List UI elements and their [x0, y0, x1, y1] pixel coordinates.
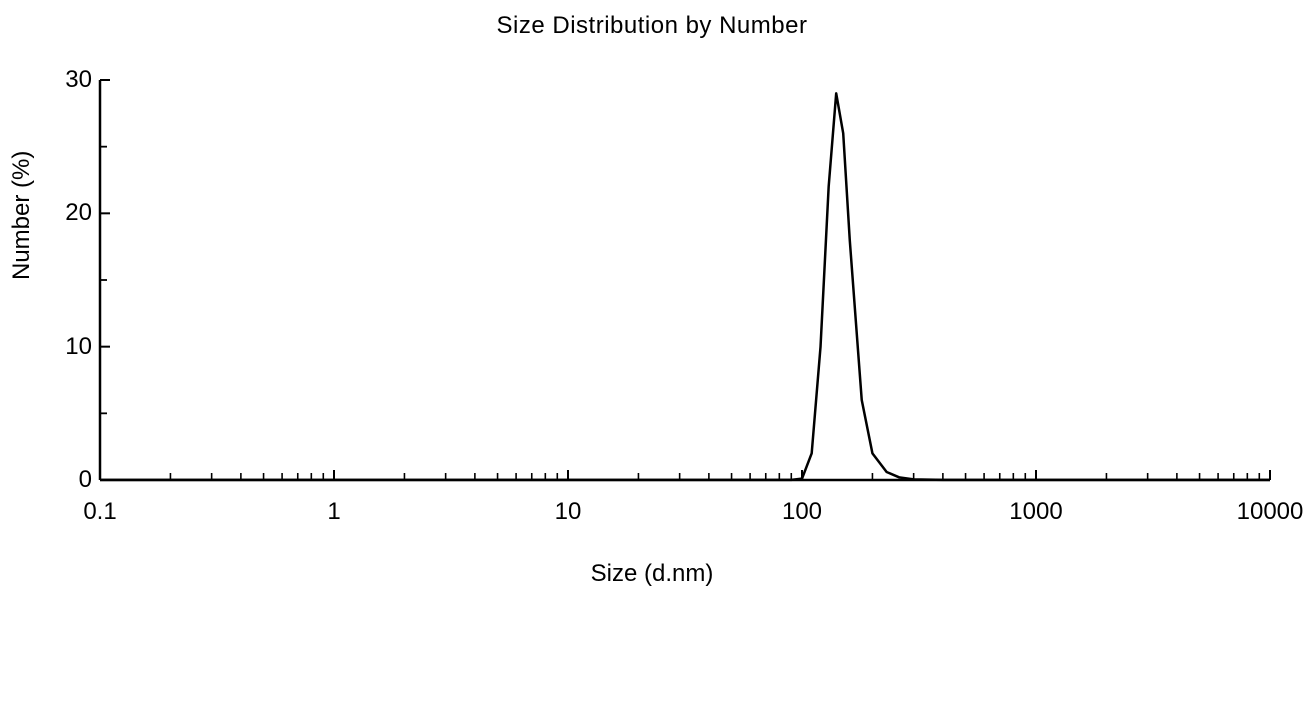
- y-tick-label: 20: [65, 199, 92, 227]
- y-tick-label: 30: [65, 66, 92, 94]
- plot-svg: [100, 80, 1270, 480]
- x-tick-label: 1000: [1009, 498, 1062, 526]
- x-tick-label: 10000: [1237, 498, 1304, 526]
- y-tick-label: 10: [65, 333, 92, 361]
- x-tick-label: 100: [782, 498, 822, 526]
- chart-container: Size Distribution by Number Number (%) S…: [0, 0, 1304, 714]
- x-tick-label: 1: [327, 498, 340, 526]
- x-tick-label: 0.1: [83, 498, 116, 526]
- x-tick-label: 10: [555, 498, 582, 526]
- y-tick-label: 0: [79, 466, 92, 494]
- y-axis-label: Number (%): [8, 151, 36, 280]
- x-axis-label: Size (d.nm): [0, 560, 1304, 588]
- plot-area: [100, 80, 1270, 480]
- chart-title: Size Distribution by Number: [0, 12, 1304, 40]
